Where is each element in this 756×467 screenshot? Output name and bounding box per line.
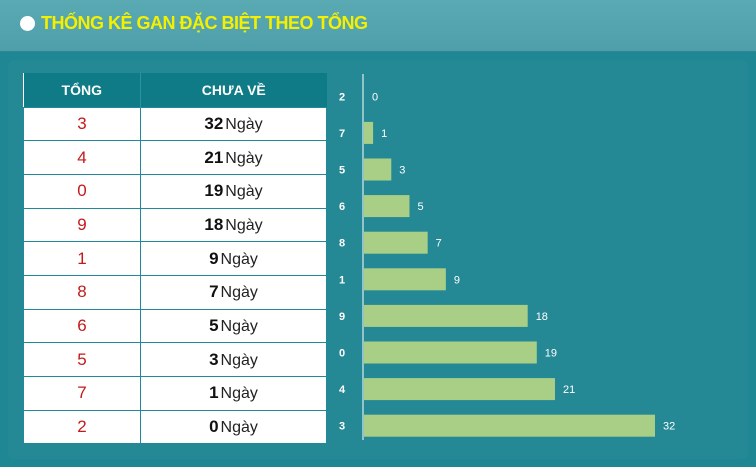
days-value: 3 (209, 349, 219, 369)
table-row: 9 18 Ngày (23, 207, 327, 243)
column-header-sum: TỔNG (23, 73, 141, 107)
bar (364, 121, 374, 144)
days-unit: Ngày (225, 183, 263, 201)
stats-table: TỔNG CHƯA VỀ 3 32 Ngày 4 21 Ngày 0 19 Ngày 9 18 Ngà… (23, 73, 327, 445)
days-cell: 3 Ngày (140, 342, 327, 377)
days-value: 32 (204, 113, 224, 133)
table-row: 4 21 Ngày (23, 140, 327, 175)
circle-bullet-icon (20, 16, 35, 31)
sum-cell: 1 (23, 241, 141, 276)
table-row: 0 19 Ngày (23, 173, 327, 209)
table-row: 2 0 Ngày (23, 409, 327, 445)
days-unit: Ngày (220, 284, 258, 302)
days-value: 0 (209, 417, 219, 437)
bar (364, 304, 528, 327)
table-header-row: TỔNG CHƯA VỀ (23, 73, 327, 107)
days-value: 1 (209, 383, 219, 403)
days-cell: 32 Ngày (140, 106, 327, 142)
sum-cell: 0 (23, 173, 141, 209)
days-cell: 1 Ngày (140, 376, 327, 411)
days-unit: Ngày (220, 250, 258, 268)
bar-value-label: 7 (436, 238, 442, 250)
category-tick-label: 5 (339, 165, 345, 177)
category-tick-label: 4 (339, 384, 346, 396)
sum-cell: 7 (23, 376, 141, 411)
bar (364, 231, 428, 254)
bar-value-label: 32 (663, 421, 675, 433)
bar-chart: 2 07 15 36 58 71 99 180 194 213 32 (339, 74, 675, 440)
table-row: 5 3 Ngày (23, 342, 327, 377)
bar-value-label: 19 (545, 348, 557, 360)
bar (364, 268, 446, 291)
bar (364, 341, 537, 364)
bar-value-label: 0 (372, 91, 378, 103)
table-row: 1 9 Ngày (23, 241, 327, 276)
days-cell: 5 Ngày (140, 308, 327, 344)
sum-cell: 9 (23, 207, 141, 243)
days-value: 18 (204, 214, 224, 234)
sum-cell: 2 (23, 409, 141, 445)
sum-cell: 6 (23, 308, 141, 344)
days-value: 21 (204, 147, 224, 167)
category-tick-label: 8 (339, 238, 345, 250)
bar-value-label: 21 (563, 384, 575, 396)
category-tick-label: 7 (339, 128, 345, 140)
page-title: THỐNG KÊ GAN ĐẶC BIỆT THEO TỔNG (41, 13, 368, 33)
sum-cell: 3 (23, 106, 141, 142)
table-row: 6 5 Ngày (23, 308, 327, 344)
category-tick-label: 6 (339, 201, 345, 213)
bar-value-label: 18 (536, 311, 548, 323)
page-header: THỐNG KÊ GAN ĐẶC BIỆT THEO TỔNG (0, 0, 756, 52)
days-unit: Ngày (225, 216, 263, 234)
days-value: 7 (209, 282, 219, 302)
days-value: 5 (209, 315, 219, 335)
table-row: 8 7 Ngày (23, 274, 327, 310)
table-row: 7 1 Ngày (23, 376, 327, 411)
days-unit: Ngày (225, 115, 263, 133)
bar (364, 195, 410, 218)
days-cell: 21 Ngày (140, 140, 327, 175)
days-cell: 18 Ngày (140, 207, 327, 243)
table-row: 3 32 Ngày (23, 106, 327, 142)
bar-value-label: 1 (381, 128, 387, 140)
days-value: 9 (209, 248, 219, 268)
category-tick-label: 9 (339, 311, 345, 323)
bar-value-label: 9 (454, 274, 460, 286)
category-tick-label: 0 (339, 348, 345, 360)
days-cell: 0 Ngày (140, 409, 327, 445)
category-tick-label: 3 (339, 421, 345, 433)
days-unit: Ngày (220, 419, 258, 437)
days-unit: Ngày (220, 351, 258, 369)
sum-cell: 5 (23, 342, 141, 377)
bar-value-label: 5 (417, 201, 423, 213)
category-tick-label: 2 (339, 91, 345, 103)
table-body: 3 32 Ngày 4 21 Ngày 0 19 Ngày 9 18 Ngày 1 9 Ngày 8 7 Ngày… (23, 106, 327, 445)
bar (364, 378, 555, 401)
sum-cell: 8 (23, 274, 141, 310)
days-value: 19 (204, 181, 224, 201)
column-header-days: CHƯA VỀ (140, 73, 327, 107)
sum-cell: 4 (23, 140, 141, 175)
days-unit: Ngày (220, 385, 258, 403)
bar-value-label: 3 (399, 165, 405, 177)
category-tick-label: 1 (339, 274, 345, 286)
days-cell: 7 Ngày (140, 274, 327, 310)
days-cell: 9 Ngày (140, 241, 327, 276)
days-unit: Ngày (220, 317, 258, 335)
days-unit: Ngày (225, 149, 263, 167)
bar (364, 414, 655, 437)
days-cell: 19 Ngày (140, 173, 327, 209)
bar (364, 158, 392, 181)
